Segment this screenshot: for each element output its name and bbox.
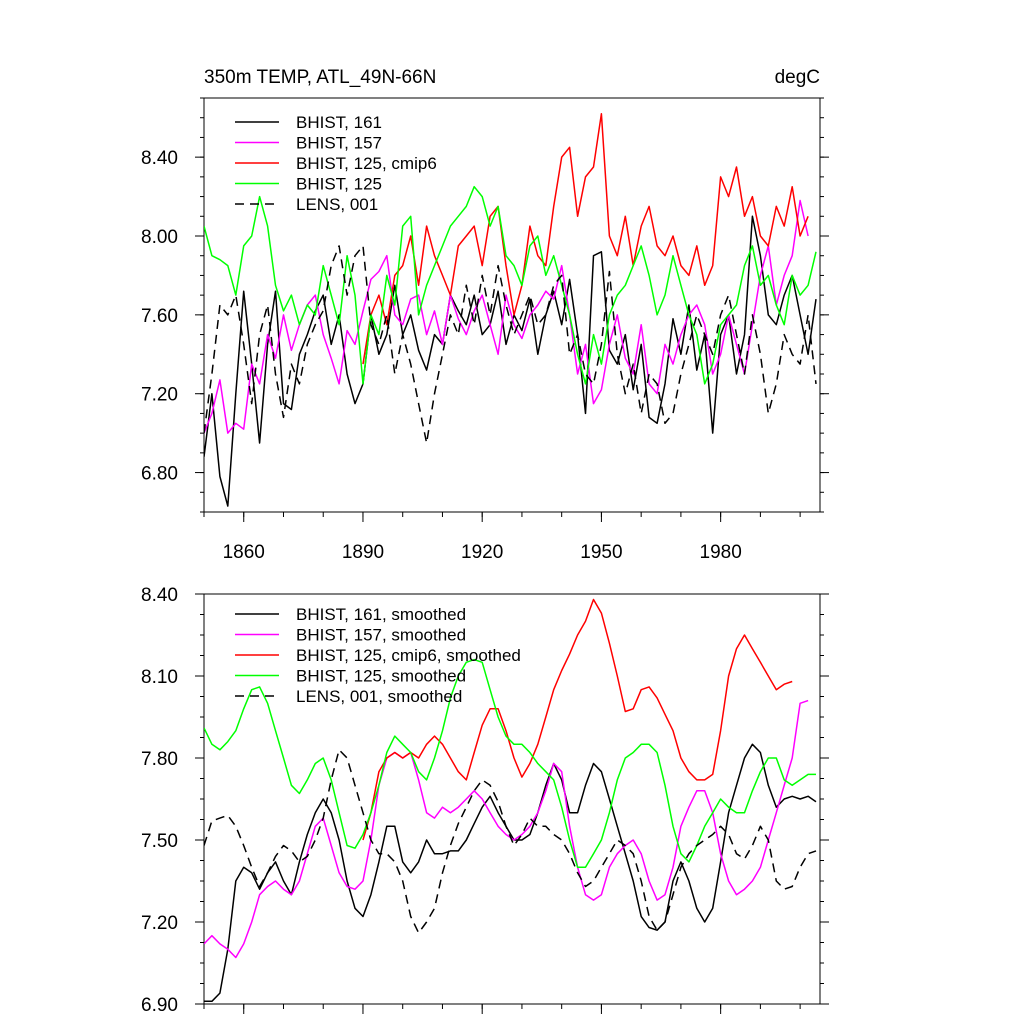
chart-units: degC bbox=[775, 67, 820, 88]
bottom-panel: 6.90 7.20 7.50 7.80 8.10 8.40 BHIST, 161, smoo… bbox=[141, 585, 829, 1016]
y-tick-label: 8.40 bbox=[141, 148, 178, 169]
series-line-bhist-157 bbox=[204, 199, 809, 434]
series-line-bhist-125-cmip6 bbox=[362, 113, 809, 365]
x-tick-label: 1860 bbox=[223, 542, 265, 563]
chart-title: 350m TEMP, ATL_49N-66N bbox=[204, 67, 436, 88]
y-tick-label: 7.80 bbox=[141, 749, 178, 770]
x-tick-label: 1950 bbox=[580, 542, 622, 563]
series-line-lens-001 bbox=[204, 245, 817, 444]
top-panel: 6.80 7.20 7.60 8.00 8.40 1860 1890 1920 1950 1980… bbox=[141, 67, 829, 563]
legend-label-lens-001: LENS, 001 bbox=[296, 195, 378, 214]
legend-label-bhist-125-cmip6-smoothed: BHIST, 125, cmip6, smoothed bbox=[296, 646, 521, 665]
legend-label-bhist-161: BHIST, 161 bbox=[296, 113, 382, 132]
legend-label-bhist-157-smoothed: BHIST, 157, smoothed bbox=[296, 626, 466, 645]
series-line-bhist-161-smoothed bbox=[204, 743, 817, 1003]
y-tick-label: 7.50 bbox=[141, 831, 178, 852]
series-line-bhist-125-smoothed bbox=[204, 658, 816, 869]
x-tick-label: 1890 bbox=[342, 542, 384, 563]
y-tick-label: 7.60 bbox=[141, 306, 178, 327]
legend-label-bhist-157: BHIST, 157 bbox=[296, 134, 382, 153]
legend-label-bhist-161-smoothed: BHIST, 161, smoothed bbox=[296, 605, 466, 624]
y-tick-label: 8.00 bbox=[141, 227, 178, 248]
legend-label-lens-001-smoothed: LENS, 001, smoothed bbox=[296, 687, 462, 706]
y-tick-label: 7.20 bbox=[141, 385, 178, 406]
series-line-bhist-125-cmip6-smoothed bbox=[362, 598, 793, 841]
legend-label-bhist-125: BHIST, 125 bbox=[296, 175, 382, 194]
series-line-bhist-157-smoothed bbox=[204, 699, 809, 959]
series-line-bhist-125 bbox=[204, 185, 817, 385]
y-tick-label: 8.40 bbox=[141, 585, 178, 606]
x-tick-label: 1920 bbox=[461, 542, 503, 563]
series-line-bhist-161 bbox=[204, 215, 817, 507]
legend-label-bhist-125-smoothed: BHIST, 125, smoothed bbox=[296, 667, 466, 686]
y-tick-label: 6.80 bbox=[141, 464, 178, 485]
y-tick-label: 6.90 bbox=[141, 995, 178, 1016]
legend-label-bhist-125-cmip6: BHIST, 125, cmip6 bbox=[296, 154, 437, 173]
y-tick-label: 8.10 bbox=[141, 667, 178, 688]
y-tick-label: 7.20 bbox=[141, 913, 178, 934]
x-tick-label: 1980 bbox=[700, 542, 742, 563]
series-line-lens-001-smoothed bbox=[204, 749, 817, 934]
plot-frame bbox=[203, 97, 821, 513]
